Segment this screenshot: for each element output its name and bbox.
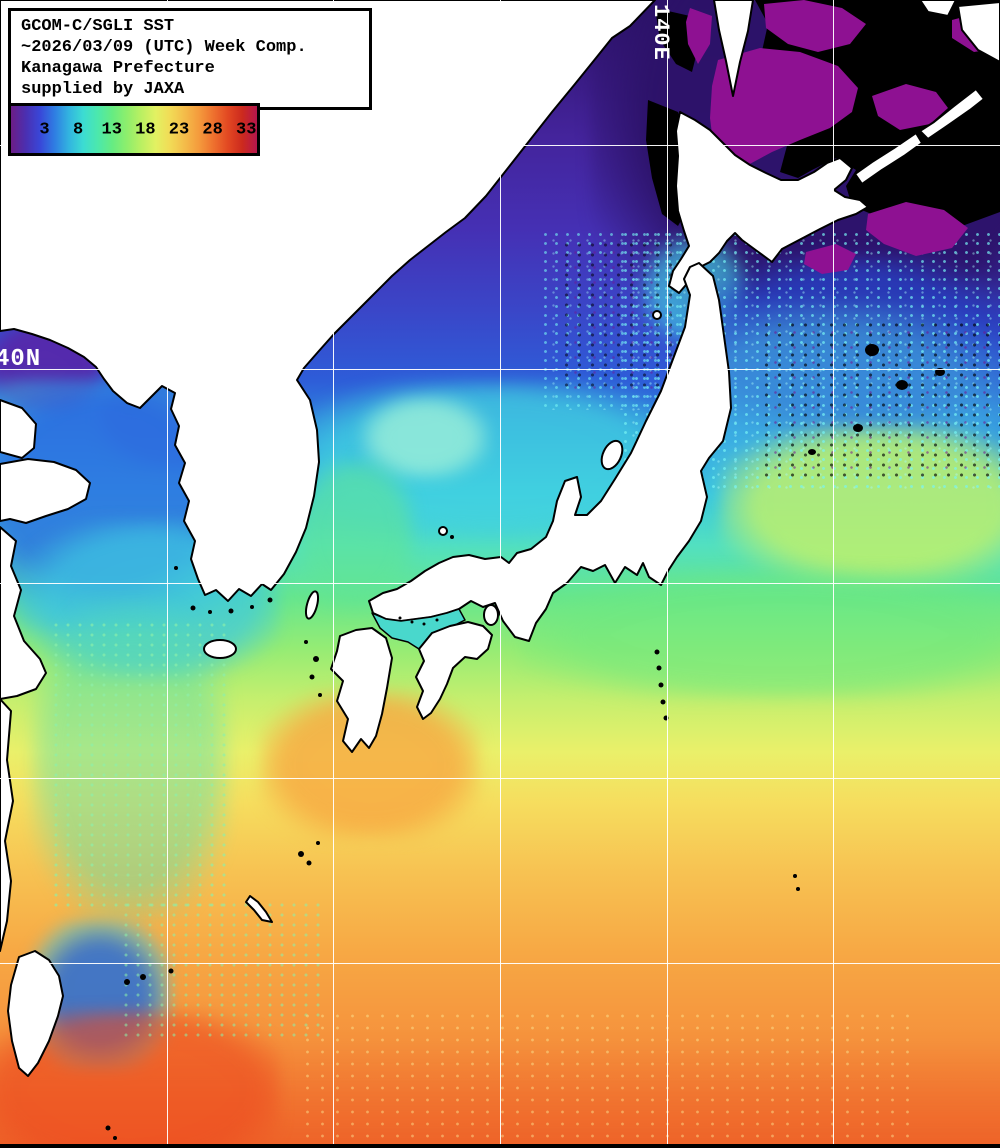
land-kuril-2 [919,88,985,140]
land-oki [438,526,448,536]
land-hokkaido [668,111,869,294]
gridline-vertical [833,0,834,1148]
gridline-vertical [333,0,334,1148]
land-china-coast-south [0,698,14,952]
colorbar-tick: 8 [72,120,84,139]
colorbar-tick: 18 [135,120,156,139]
colorbar-tick: 23 [168,120,190,139]
map-date: ~2026/03/09 (UTC) Week Comp. [21,38,307,57]
land-bohai-coast [0,399,37,459]
title-box: GCOM-C/SGLI SST ~2026/03/09 (UTC) Week C… [8,8,372,110]
land-kuril-corner [957,1,1000,63]
gridline-vertical [500,0,501,1148]
land-shandong [0,458,91,524]
gridline-horizontal [0,778,1000,779]
land-china-coast [0,526,47,700]
land-tsushima [304,590,320,620]
speckle-china-coast [50,620,230,910]
speckle-warm-south [300,1010,920,1140]
land-sakhalin [713,0,754,97]
bottom-edge-strip [0,1144,1000,1148]
land-kyushu [330,627,393,753]
land-honshu [368,262,732,642]
colorbar-tick: 33 [236,120,257,139]
map-title: GCOM-C/SGLI SST [21,17,175,36]
gridline-horizontal [0,583,1000,584]
grid-label-140e: 140E [648,4,673,61]
map-region: Kanagawa Prefecture [21,59,215,78]
map-credit: supplied by JAXA [21,80,185,99]
very-cold-magenta-patches [686,0,1000,274]
gridline-vertical [167,0,168,1148]
land-kuril-top [919,0,957,17]
land-awaji [483,604,499,626]
colorbar-gradient [11,106,257,153]
colorbar-tick: 13 [101,120,122,139]
water-seto-inland-sea [371,608,466,650]
land-taiwan [7,950,64,1077]
gridline-horizontal [0,963,1000,964]
speckle-mixing-zone [760,320,1000,480]
land-sado [600,439,624,471]
land-okinawa [245,895,273,923]
gridline-horizontal [0,145,1000,146]
speckle-ryukyu [120,900,320,1040]
colorbar-tick: 28 [202,120,223,139]
gridline-vertical [667,0,668,1148]
ocean-region-south-honshu-band [520,570,1000,700]
grid-label-40n: 40N [0,346,42,373]
land-okushiri [652,310,662,320]
colorbar-tick: 3 [39,120,50,139]
land-jeju [203,639,237,659]
small-island-dots [105,535,800,1140]
land-shikoku [415,621,493,720]
gridline-horizontal [0,369,1000,370]
temperature-colorbar: 3 8 13 18 23 28 33 [8,103,260,156]
